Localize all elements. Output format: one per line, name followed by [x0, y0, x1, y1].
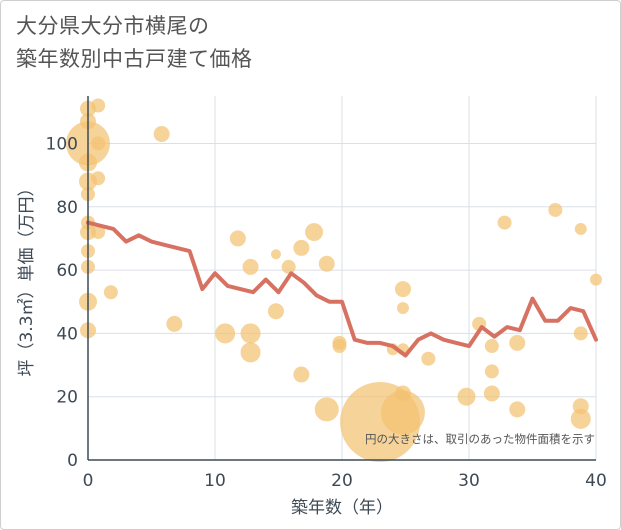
bubble-point	[497, 215, 512, 230]
size-note: 円の大きさは、取引のあった物件面積を示す	[365, 432, 595, 446]
chart-title-line-1: 大分県大分市横尾の	[16, 14, 210, 38]
x-tick-label: 40	[585, 471, 607, 491]
bubble-point	[570, 408, 591, 429]
bubble-point	[229, 230, 246, 247]
bubble-point	[590, 273, 602, 286]
bubble-point	[270, 249, 281, 260]
y-tick-label: 0	[67, 451, 78, 471]
bubble-point	[314, 397, 339, 422]
x-tick-label: 20	[331, 471, 353, 491]
chart-title-line-2: 築年数別中古戸建て価格	[16, 47, 253, 71]
y-tick-label: 80	[56, 198, 78, 218]
bubble-series	[66, 98, 602, 463]
bubble-point	[240, 342, 261, 363]
bubble-point	[394, 281, 411, 298]
y-tick-label: 100	[46, 134, 78, 154]
bubble-point	[305, 223, 324, 242]
y-axis-label: 坪（3.3㎡）単価（万円）	[17, 179, 37, 376]
y-tick-label: 40	[56, 324, 78, 344]
bubble-point	[548, 202, 563, 217]
bubble-point	[509, 401, 526, 418]
bubble-point	[166, 315, 183, 332]
bubble-point	[574, 222, 587, 235]
bubble-point	[215, 323, 236, 344]
bubble-point	[240, 323, 261, 344]
bubble-point	[91, 225, 106, 240]
bubble-point	[396, 302, 409, 315]
x-axis-label: 築年数（年）	[291, 498, 393, 518]
bubble-point	[318, 255, 335, 272]
bubble-point	[509, 334, 526, 351]
bubble-point	[293, 366, 310, 383]
bubble-point	[242, 258, 259, 275]
trend-line-series	[86, 220, 598, 358]
bubble-point	[421, 351, 436, 366]
bubble-point	[380, 390, 425, 435]
bubble-point	[293, 239, 310, 256]
bubble-point	[153, 125, 170, 142]
bubble-point	[484, 339, 499, 354]
bubble-point	[332, 339, 347, 354]
bubble-point	[573, 326, 588, 341]
axes: 0 10 20 30 40 0 20 40 60 80 100 築年数（年） 坪（3.3㎡）単価（万円）	[17, 96, 607, 518]
x-tick-label: 0	[83, 471, 94, 491]
bubble-point	[457, 387, 476, 406]
bubble-point	[91, 136, 106, 151]
x-tick-label: 30	[458, 471, 480, 491]
y-tick-label: 60	[56, 261, 78, 281]
trend-line	[86, 220, 598, 358]
bubble-point	[281, 259, 296, 274]
bubble-point	[484, 364, 499, 379]
bubble-point	[91, 98, 106, 113]
bubble-point	[267, 303, 284, 320]
bubble-point	[483, 385, 500, 402]
x-tick-label: 10	[204, 471, 226, 491]
bubble-point	[91, 171, 106, 186]
y-tick-label: 20	[56, 388, 78, 408]
chart-title: 大分県大分市横尾の 築年数別中古戸建て価格	[16, 10, 253, 76]
bubble-point	[103, 285, 118, 300]
